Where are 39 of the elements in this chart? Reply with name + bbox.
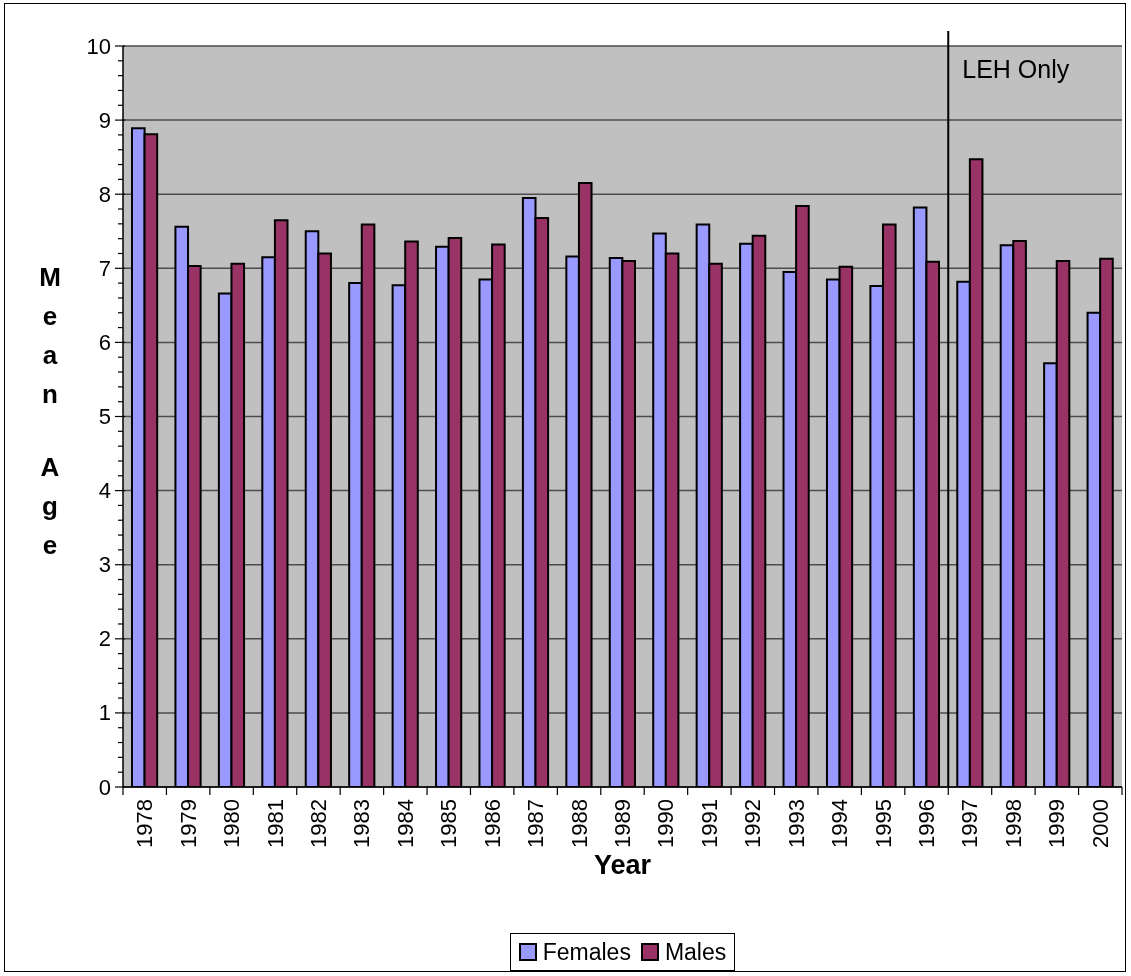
x-tick-label: 1988 <box>566 799 592 848</box>
x-tick-label: 1985 <box>436 799 462 848</box>
x-tick-label: 1999 <box>1044 799 1070 848</box>
x-tick-label: 1983 <box>349 799 375 848</box>
x-tick-label: 1995 <box>870 799 896 848</box>
x-tick-label: 1994 <box>827 799 853 848</box>
x-tick-label: 1987 <box>523 799 549 848</box>
x-tick-label: 1978 <box>132 799 158 848</box>
x-tick-label: 1990 <box>653 799 679 848</box>
x-tick-label: 2000 <box>1087 799 1113 848</box>
y-tick-label: 6 <box>98 329 111 355</box>
x-tick-label: 1997 <box>957 799 983 848</box>
x-tick-label: 1980 <box>219 799 245 848</box>
text: Mean Age <box>39 261 61 560</box>
x-tick-label: 1979 <box>175 799 201 848</box>
x-tick-label: 1982 <box>305 799 331 848</box>
x-axis-title: Year <box>593 850 652 880</box>
x-tick-label: 1984 <box>392 799 418 848</box>
x-tick-label: 1993 <box>783 799 809 848</box>
legend-label: Males <box>664 938 727 966</box>
y-tick-label: 5 <box>98 404 111 429</box>
x-tick-label: 1992 <box>740 799 766 848</box>
y-tick-label: 0 <box>98 774 111 800</box>
y-tick-label: 1 <box>98 700 111 726</box>
y-tick-label: 7 <box>98 255 111 281</box>
ref-line-label: LEH Only <box>962 54 1070 83</box>
y-tick-label: 9 <box>98 107 111 133</box>
y-tick-label: 2 <box>98 626 111 652</box>
y-tick-label: 4 <box>98 478 111 504</box>
x-tick-label: 1998 <box>1000 799 1026 848</box>
legend-label: Females <box>542 938 631 966</box>
y-tick-label: 3 <box>98 552 111 578</box>
x-tick-label: 1996 <box>914 799 940 848</box>
x-tick-label: 1981 <box>262 799 288 848</box>
x-tick-label: 1991 <box>696 799 722 848</box>
x-tick-label: 1986 <box>479 799 505 848</box>
y-tick-label: 8 <box>98 181 111 207</box>
y-tick-label: 10 <box>86 33 111 59</box>
x-tick-label: 1989 <box>610 799 635 848</box>
